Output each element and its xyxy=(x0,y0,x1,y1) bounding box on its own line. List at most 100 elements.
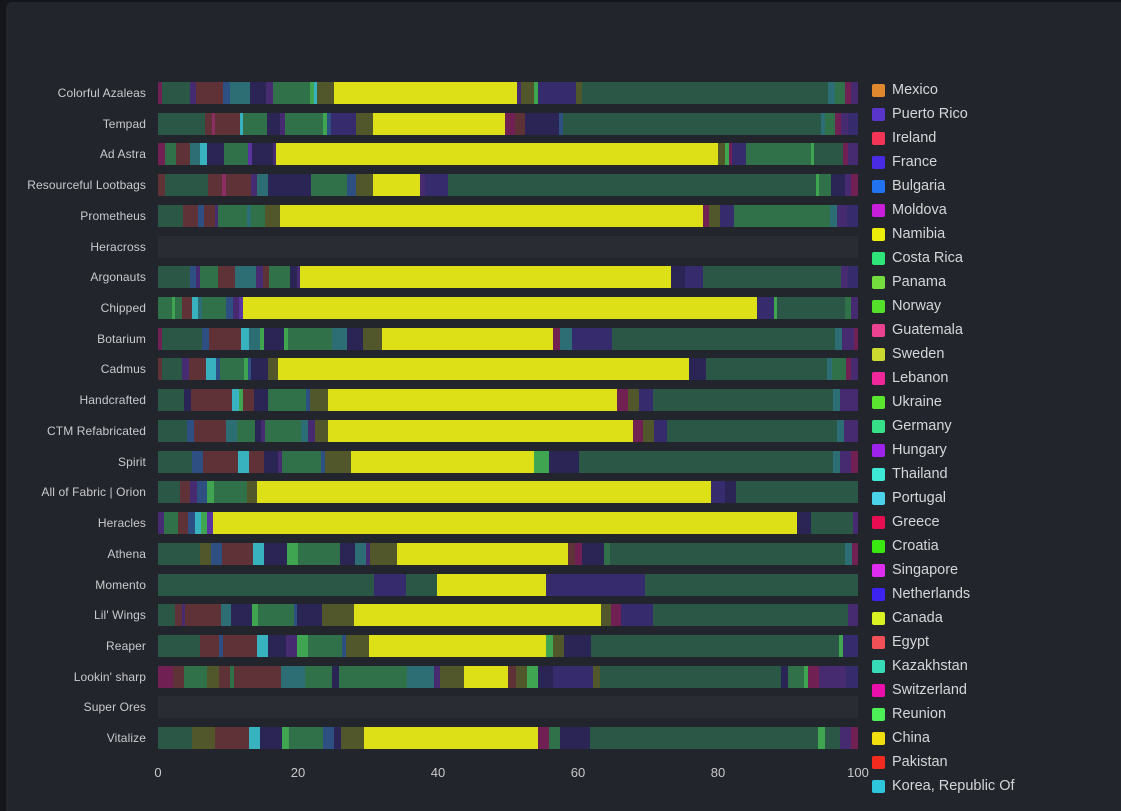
bar-segment[interactable] xyxy=(158,204,184,227)
bar-segment[interactable] xyxy=(728,143,733,166)
bar-segment[interactable] xyxy=(257,174,268,197)
bar-segment[interactable] xyxy=(745,143,811,166)
bar-segment[interactable] xyxy=(362,327,383,350)
bar-segment[interactable] xyxy=(223,82,230,104)
bar-segment[interactable] xyxy=(251,358,269,381)
bar-segment[interactable] xyxy=(243,112,267,135)
bar-segment[interactable] xyxy=(323,727,335,750)
bar-segment[interactable] xyxy=(189,82,197,104)
bar-segment[interactable] xyxy=(215,112,240,135)
bar-segment[interactable] xyxy=(266,82,273,104)
bar-segment[interactable] xyxy=(247,358,252,381)
bar-segment[interactable] xyxy=(266,112,281,135)
bar-segment[interactable] xyxy=(158,327,163,350)
bar-segment[interactable] xyxy=(850,727,858,750)
bar-segment[interactable] xyxy=(268,358,279,381)
bar-segment[interactable] xyxy=(643,419,654,442)
bar-segment[interactable] xyxy=(207,512,214,535)
bar-segment[interactable] xyxy=(774,297,778,320)
bar-segment[interactable] xyxy=(282,450,321,473)
bar-segment[interactable] xyxy=(516,82,522,104)
bar-segment[interactable] xyxy=(559,727,591,750)
bar-segment[interactable] xyxy=(351,450,535,473)
bar-segment[interactable] xyxy=(342,634,347,657)
bar-segment[interactable] xyxy=(201,297,227,320)
bar-segment[interactable] xyxy=(363,727,539,750)
bar-segment[interactable] xyxy=(264,327,284,350)
bar-segment[interactable] xyxy=(209,327,242,350)
bar-segment[interactable] xyxy=(272,82,311,104)
bar-segment[interactable] xyxy=(300,266,672,289)
bar-segment[interactable] xyxy=(593,665,601,688)
bar-segment[interactable] xyxy=(844,82,852,104)
bar-segment[interactable] xyxy=(504,112,515,135)
bar-segment[interactable] xyxy=(434,665,441,688)
bar-segment[interactable] xyxy=(575,82,583,104)
bar-segment[interactable] xyxy=(436,573,547,596)
bar-segment[interactable] xyxy=(847,266,858,289)
bar-segment[interactable] xyxy=(158,297,172,320)
bar-segment[interactable] xyxy=(534,82,538,104)
bar-segment[interactable] xyxy=(843,419,858,442)
bar-segment[interactable] xyxy=(852,512,858,535)
bar-segment[interactable] xyxy=(560,327,572,350)
bar-segment[interactable] xyxy=(825,727,841,750)
bar-segment[interactable] xyxy=(182,358,189,381)
bar-segment[interactable] xyxy=(851,174,858,197)
bar-segment[interactable] xyxy=(552,327,561,350)
bar-segment[interactable] xyxy=(207,665,219,688)
bar-segment[interactable] xyxy=(211,542,223,565)
bar-segment[interactable] xyxy=(215,358,220,381)
bar-segment[interactable] xyxy=(832,450,840,473)
bar-segment[interactable] xyxy=(237,450,249,473)
bar-segment[interactable] xyxy=(293,604,298,627)
bar-segment[interactable] xyxy=(814,143,843,166)
bar-segment[interactable] xyxy=(815,174,819,197)
legend-item[interactable]: Canada xyxy=(872,606,1121,630)
bar-segment[interactable] xyxy=(232,297,240,320)
bar-segment[interactable] xyxy=(297,542,341,565)
bar-segment[interactable] xyxy=(200,634,219,657)
bar-segment[interactable] xyxy=(305,389,310,412)
bar-segment[interactable] xyxy=(645,573,858,596)
bar-segment[interactable] xyxy=(179,481,191,504)
bar-segment[interactable] xyxy=(324,450,352,473)
bar-segment[interactable] xyxy=(171,297,176,320)
bar-segment[interactable] xyxy=(810,512,853,535)
bar-segment[interactable] xyxy=(847,604,858,627)
bar-segment[interactable] xyxy=(176,143,190,166)
bar-segment[interactable] xyxy=(162,327,203,350)
bar-segment[interactable] xyxy=(197,204,205,227)
legend-item[interactable]: Hungary xyxy=(872,438,1121,462)
bar-segment[interactable] xyxy=(230,604,252,627)
bar-segment[interactable] xyxy=(164,174,208,197)
bar-segment[interactable] xyxy=(222,542,253,565)
bar-segment[interactable] xyxy=(839,450,851,473)
bar-segment[interactable] xyxy=(628,389,639,412)
bar-segment[interactable] xyxy=(263,450,279,473)
bar-segment[interactable] xyxy=(842,143,849,166)
bar-segment[interactable] xyxy=(262,266,270,289)
bar-segment[interactable] xyxy=(353,604,602,627)
bar-segment[interactable] xyxy=(846,665,858,688)
bar-segment[interactable] xyxy=(819,665,847,688)
bar-segment[interactable] xyxy=(420,174,425,197)
bar-segment[interactable] xyxy=(196,481,208,504)
bar-segment[interactable] xyxy=(287,327,332,350)
bar-segment[interactable] xyxy=(241,327,249,350)
bar-segment[interactable] xyxy=(844,542,852,565)
bar-segment[interactable] xyxy=(222,634,257,657)
bar-segment[interactable] xyxy=(247,204,252,227)
bar-segment[interactable] xyxy=(601,604,612,627)
bar-segment[interactable] xyxy=(297,634,309,657)
bar-segment[interactable] xyxy=(582,82,829,104)
bar-segment[interactable] xyxy=(710,481,726,504)
bar-segment[interactable] xyxy=(709,204,720,227)
bar-segment[interactable] xyxy=(807,665,820,688)
bar-segment[interactable] xyxy=(203,450,238,473)
legend-item[interactable]: Croatia xyxy=(872,534,1121,558)
bar-segment[interactable] xyxy=(331,112,356,135)
bar-segment[interactable] xyxy=(158,512,165,535)
bar-segment[interactable] xyxy=(158,634,201,657)
bar-segment[interactable] xyxy=(834,82,845,104)
